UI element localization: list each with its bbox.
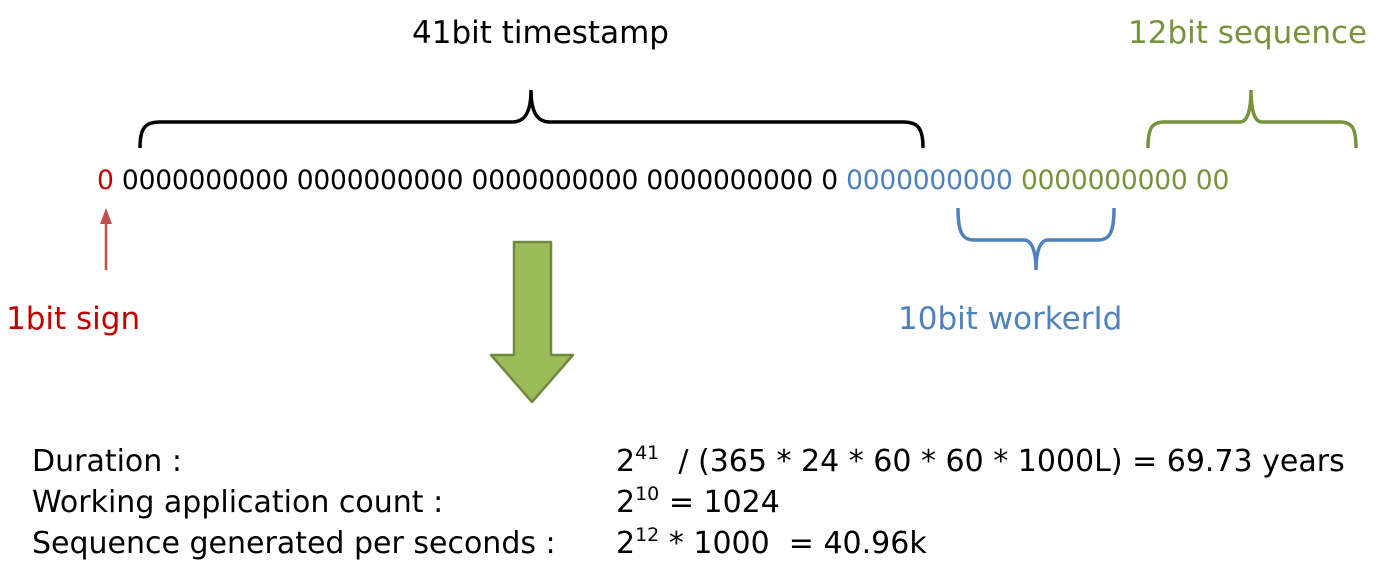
formula-exponent: 10 — [635, 483, 660, 505]
formula-row-sequence-rate: Sequence generated per seconds : 212 * 1… — [0, 524, 1380, 564]
formula-base: 2 — [616, 526, 636, 561]
timestamp-bits: 0000000000 0000000000 0000000000 0000000… — [121, 165, 838, 196]
formula-expression: 212 * 1000 = 40.96k — [616, 524, 927, 564]
worker-label: 10bit workerId — [898, 301, 1123, 337]
formula-exponent: 41 — [635, 442, 660, 464]
worker-bits: 0000000000 — [846, 165, 1013, 196]
sign-arrow — [100, 208, 112, 270]
formula-name: Duration : — [32, 444, 182, 479]
bit-string: 0 0000000000 0000000000 0000000000 00000… — [97, 163, 1229, 199]
sequence-bits: 0000000000 00 — [1020, 165, 1230, 196]
formula-rest: / (365 * 24 * 60 * 60 * 1000L) = 69.73 y… — [659, 444, 1345, 479]
timestamp-brace — [138, 89, 925, 149]
formula-expression: 241 / (365 * 24 * 60 * 60 * 1000L) = 69.… — [616, 442, 1345, 482]
sign-bit: 0 — [97, 165, 114, 196]
formula-base: 2 — [616, 444, 636, 479]
formula-row-duration: Duration : 241 / (365 * 24 * 60 * 60 * 1… — [0, 442, 1380, 482]
sequence-brace — [1146, 89, 1358, 149]
formula-rest: * 1000 = 40.96k — [659, 526, 927, 561]
sign-label: 1bit sign — [6, 301, 141, 337]
timestamp-label: 41bit timestamp — [412, 15, 669, 51]
formula-name: Sequence generated per seconds : — [32, 526, 556, 561]
sequence-label: 12bit sequence — [1128, 15, 1368, 51]
worker-brace — [956, 207, 1116, 271]
formula-rest: = 1024 — [659, 485, 780, 520]
formula-exponent: 12 — [635, 524, 660, 546]
formula-expression: 210 = 1024 — [616, 483, 780, 523]
formula-name: Working application count : — [32, 485, 444, 520]
formula-row-worker-count: Working application count : 210 = 1024 — [0, 483, 1380, 523]
down-arrow — [489, 240, 575, 404]
formula-base: 2 — [616, 485, 636, 520]
